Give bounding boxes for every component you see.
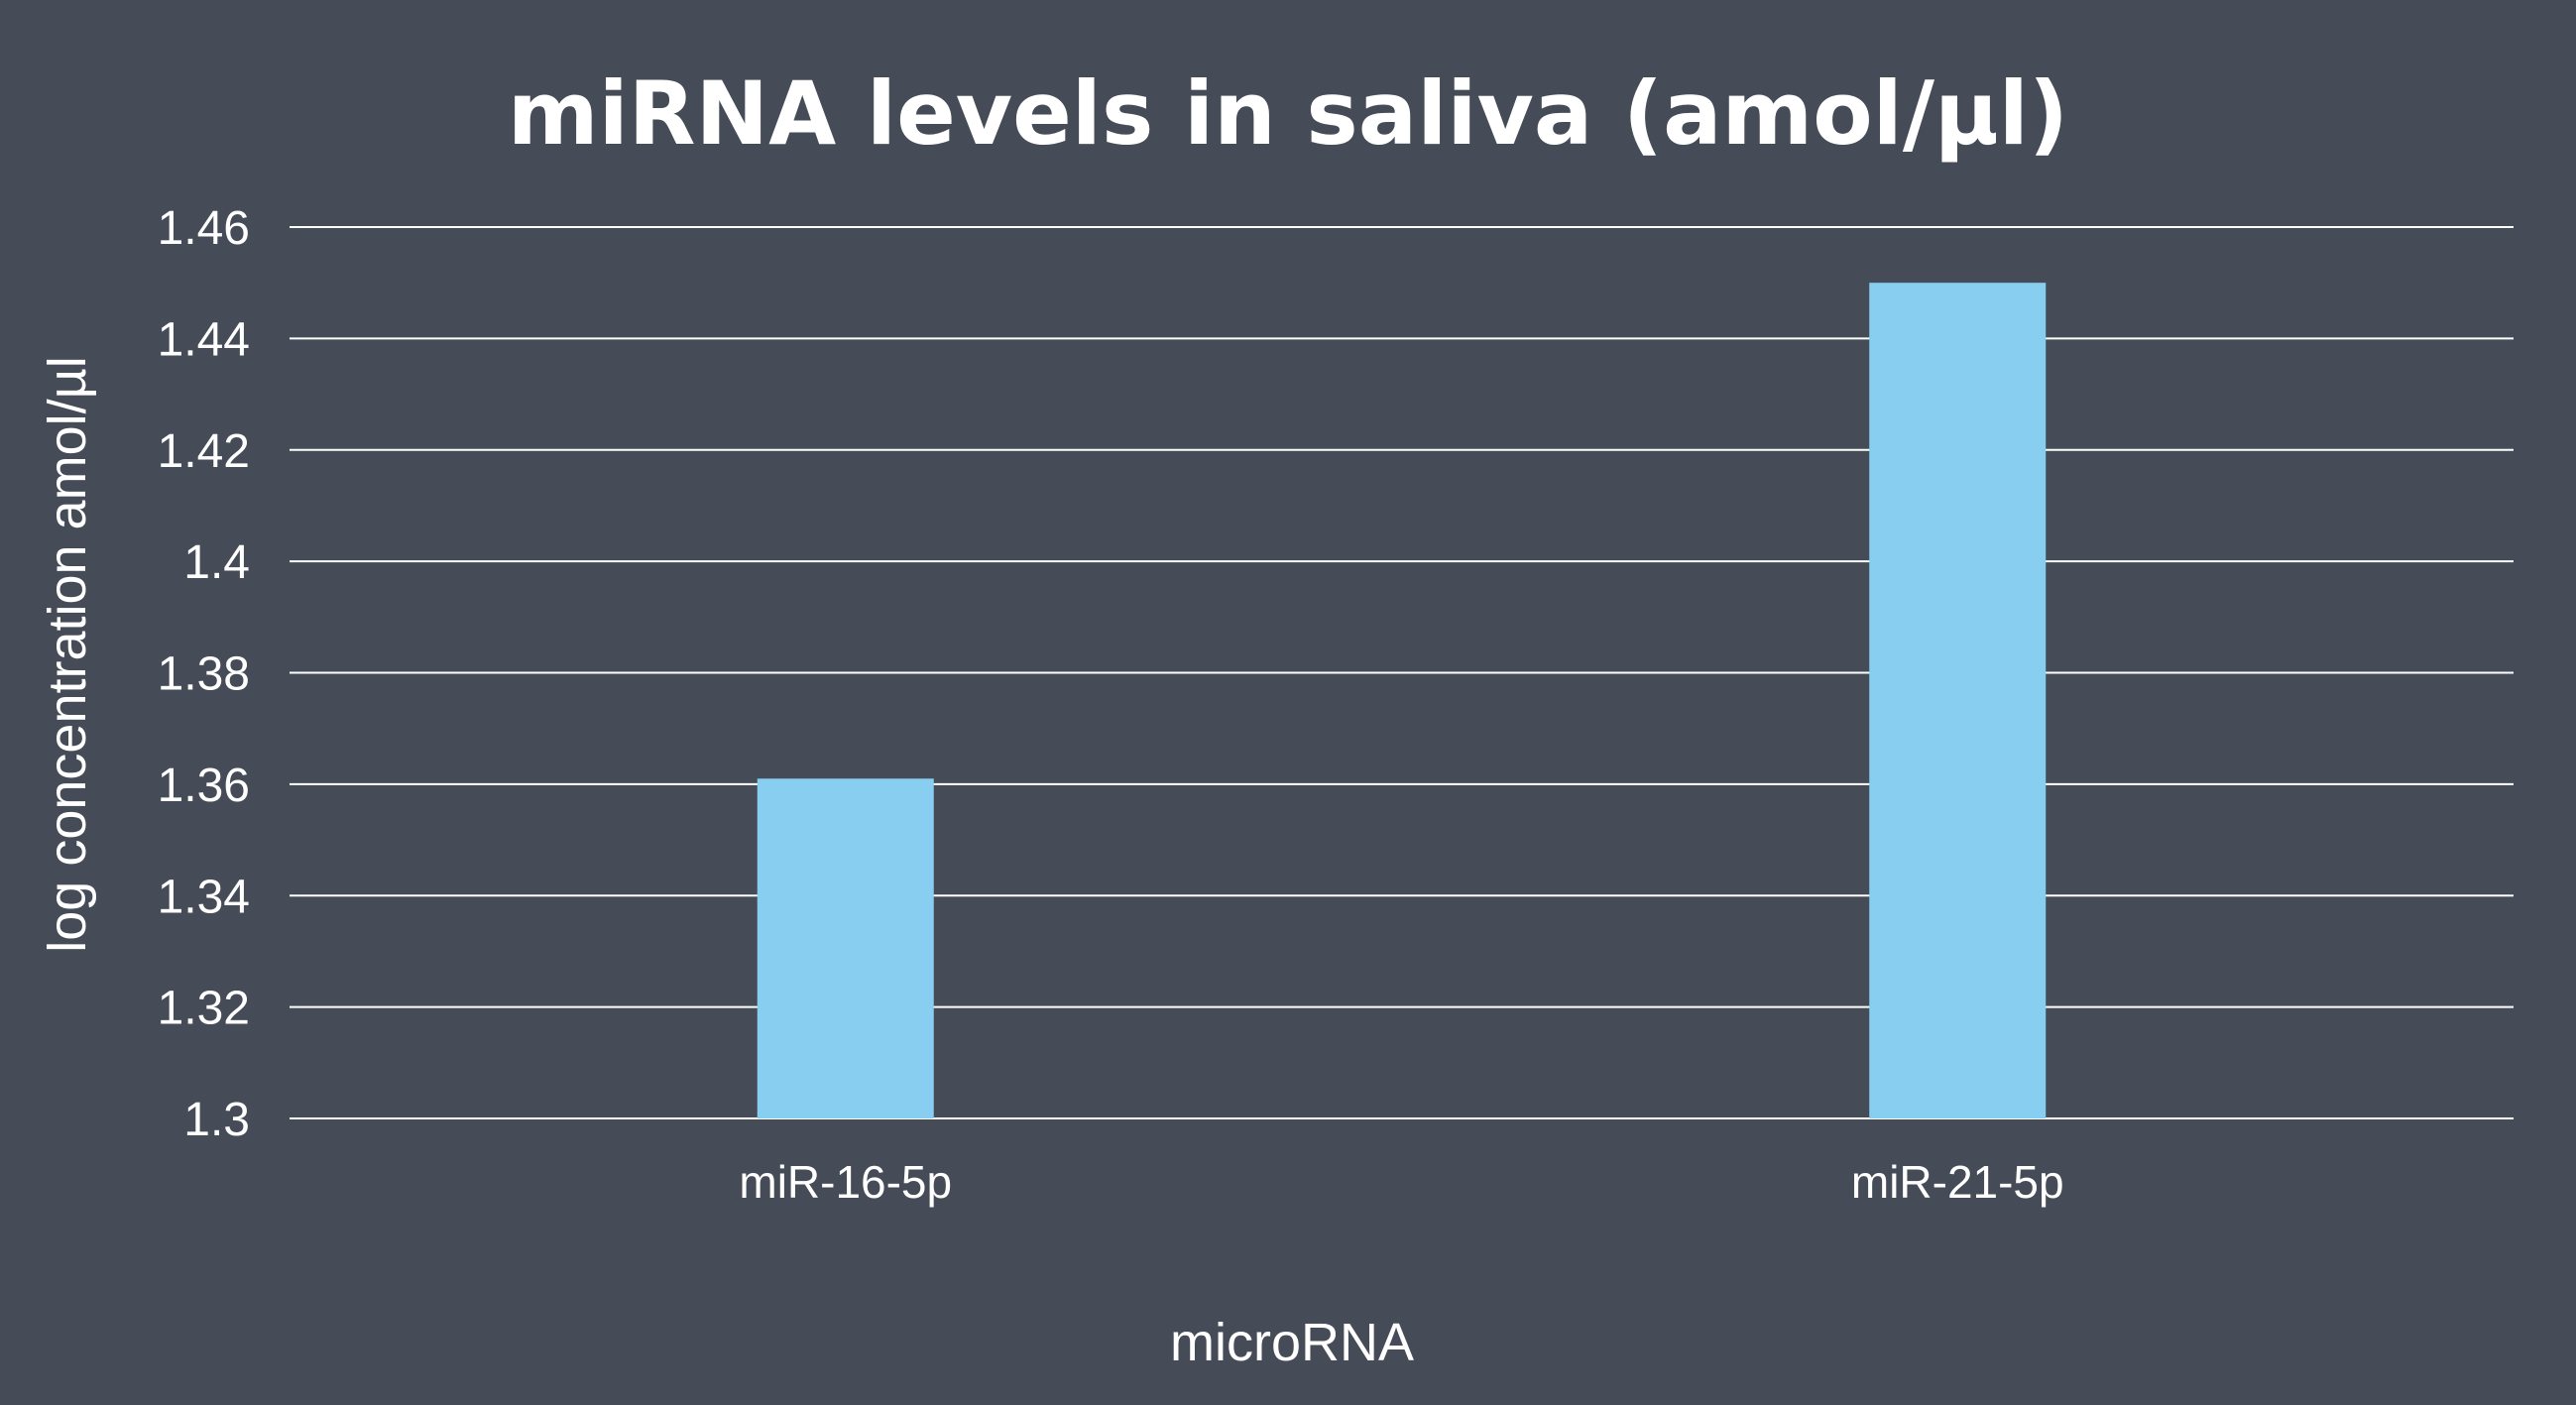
bar-mir-21-5p — [1869, 283, 2047, 1118]
bar-mir-16-5p — [757, 778, 934, 1118]
x-category-label: miR-16-5p — [739, 1156, 952, 1208]
x-category-label: miR-21-5p — [1851, 1156, 2064, 1208]
y-tick-label: 1.36 — [158, 760, 250, 812]
y-tick-label: 1.42 — [158, 425, 250, 478]
chart-title: miRNA levels in saliva (amol/µl) — [508, 62, 2068, 165]
y-tick-label: 1.34 — [158, 871, 250, 923]
y-tick-label: 1.32 — [158, 983, 250, 1035]
y-tick-label: 1.46 — [158, 202, 250, 255]
y-tick-label: 1.3 — [183, 1094, 250, 1146]
y-tick-label: 1.44 — [158, 313, 250, 366]
bars — [757, 283, 2047, 1118]
y-axis-title: log concentration amol/µl — [38, 356, 97, 952]
y-axis-tick-labels: 1.3 1.32 1.34 1.36 1.38 1.4 1.42 1.44 1.46 — [158, 202, 250, 1146]
x-axis-category-labels: miR-16-5p miR-21-5p — [739, 1156, 2063, 1208]
y-tick-label: 1.38 — [158, 648, 250, 701]
x-axis-title: microRNA — [1170, 1313, 1414, 1372]
gridlines — [290, 226, 2514, 1119]
y-tick-label: 1.4 — [183, 536, 250, 589]
